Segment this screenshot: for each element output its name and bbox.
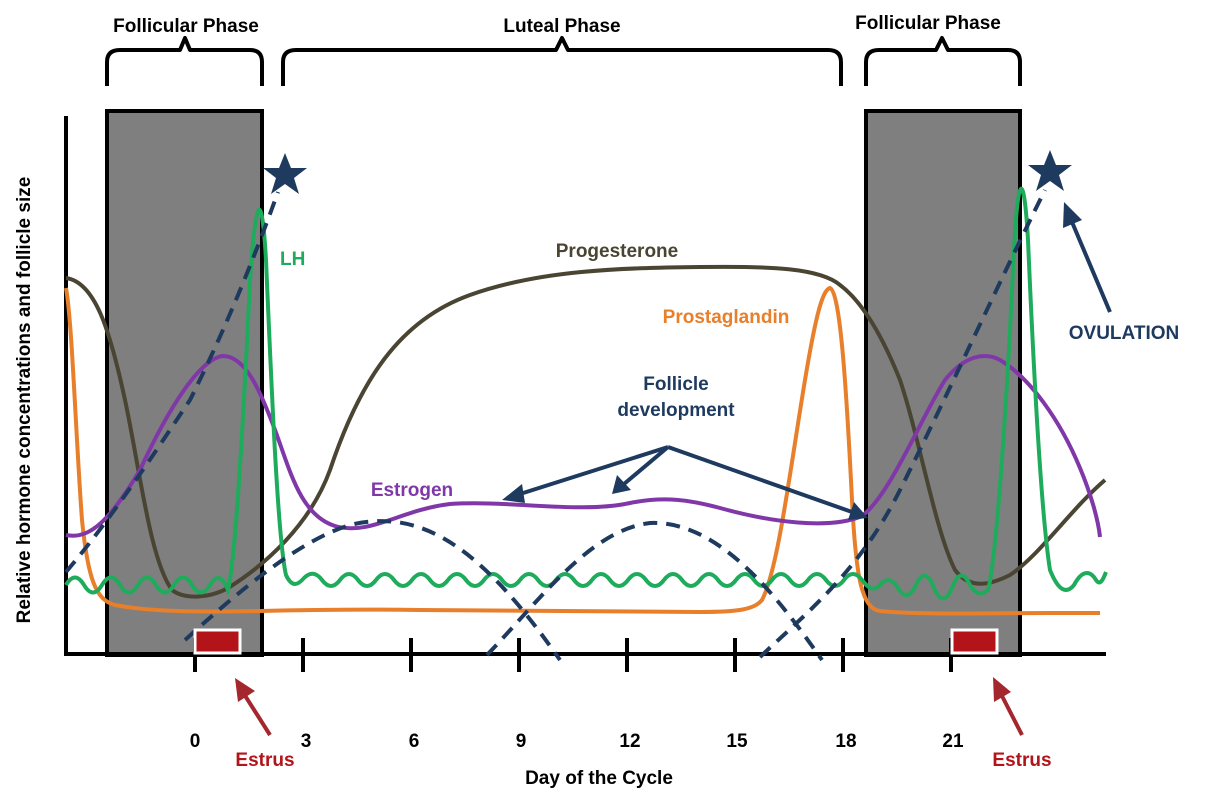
- phase-follicular-left-label: Follicular Phase: [113, 16, 259, 37]
- estrus-label-left: Estrus: [235, 750, 294, 771]
- ovulation-star-icon: [263, 153, 307, 194]
- estrogen-curve: [65, 353, 1102, 538]
- follicle-wave-left: [183, 519, 562, 662]
- progesterone-label: Progesterone: [556, 241, 678, 262]
- arrowhead-icon: [1063, 202, 1082, 228]
- arrowhead-icon: [848, 502, 868, 520]
- estrus-arrows: [235, 677, 1024, 737]
- phase-brackets: [105, 36, 1022, 86]
- follicle-development-label-line1: Follicle: [643, 374, 708, 395]
- follicle-arrow-3: [667, 445, 853, 514]
- follicle-waves: [64, 189, 1047, 662]
- follicle-arrows: [502, 445, 868, 520]
- lh-label: LH: [280, 249, 305, 270]
- follicle-wave-ovulatory-left: [64, 191, 280, 574]
- lh-curve: [64, 186, 1108, 601]
- tick-label: 6: [409, 731, 420, 752]
- follicle-wave-middle: [485, 520, 824, 662]
- tick-label: 21: [942, 731, 964, 752]
- ovulation-label: OVULATION: [1069, 323, 1179, 344]
- estrus-label-right: Estrus: [992, 750, 1051, 771]
- bracket-luteal: [281, 36, 843, 86]
- phase-follicular-right-label: Follicular Phase: [855, 13, 1001, 34]
- prostaglandin-curve: [64, 285, 1100, 616]
- follicle-arrow-1: [519, 445, 669, 496]
- tick-label: 9: [516, 731, 527, 752]
- estrogen-label: Estrogen: [371, 480, 453, 501]
- bracket-follicular-right: [864, 36, 1022, 86]
- follicle-arrow-2: [622, 445, 670, 486]
- tick-label: 15: [726, 731, 748, 752]
- arrowhead-icon: [612, 475, 631, 494]
- ovulation-arrow: [1063, 202, 1112, 313]
- follicular-shade-left: [105, 109, 264, 657]
- arrowhead-icon: [502, 484, 525, 503]
- estrus-marker-right: [950, 628, 999, 655]
- phase-luteal-label: Luteal Phase: [503, 16, 620, 37]
- arrowhead-icon: [235, 678, 255, 702]
- arrowhead-icon: [993, 677, 1011, 702]
- tick-label: 12: [619, 731, 640, 752]
- y-axis-title: Relative hormone concentrations and foll…: [14, 177, 35, 624]
- tick-label: 3: [301, 731, 312, 752]
- bracket-follicular-left: [105, 36, 264, 86]
- tick-labels: 0 3 6 9 12 15 18 21: [190, 731, 964, 752]
- progesterone-curve: [65, 264, 1107, 599]
- tick-label: 18: [835, 731, 856, 752]
- estrus-marker-left: [193, 628, 242, 655]
- ovulation-star-icon: [1028, 150, 1072, 191]
- tick-label: 0: [190, 731, 201, 752]
- follicle-development-label-line2: development: [617, 400, 735, 421]
- follicle-wave-ovulatory-right: [758, 189, 1047, 659]
- prostaglandin-label: Prostaglandin: [663, 307, 790, 328]
- x-axis-title: Day of the Cycle: [525, 768, 673, 789]
